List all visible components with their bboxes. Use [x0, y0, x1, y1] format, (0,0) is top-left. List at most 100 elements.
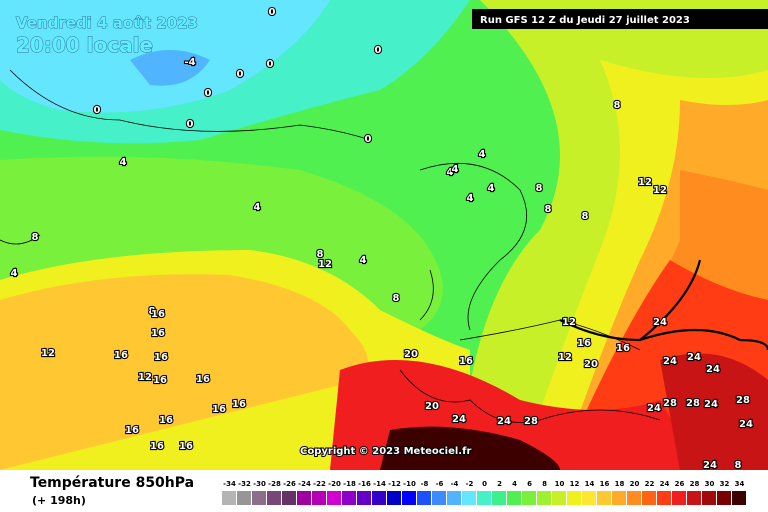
contour-label: 16	[179, 441, 193, 452]
scale-swatch	[597, 491, 611, 505]
scale-label: -30	[253, 480, 266, 488]
scale-label: -18	[343, 480, 356, 488]
contour-label: -4	[184, 57, 195, 68]
contour-label: 16	[151, 328, 165, 339]
contour-label: 24	[497, 416, 511, 427]
scale-label: 18	[615, 480, 625, 488]
contour-label: 12	[562, 317, 576, 328]
scale-swatch	[387, 491, 401, 505]
scale-label: 30	[705, 480, 715, 488]
scale-label: -24	[298, 480, 311, 488]
scale-swatch	[297, 491, 311, 505]
contour-label: 8	[582, 211, 589, 222]
contour-label: 24	[706, 364, 720, 375]
scale-label: 0	[482, 480, 487, 488]
field	[130, 50, 210, 86]
scale-swatch	[342, 491, 356, 505]
contour-label: 28	[736, 395, 750, 406]
contour-label: 16	[150, 441, 164, 452]
contour-label: 4	[467, 193, 474, 204]
scale-label: -28	[268, 480, 281, 488]
scale-label: 22	[645, 480, 655, 488]
scale-swatch	[702, 491, 716, 505]
contour-label: 0	[94, 105, 101, 116]
contour-label: 12	[318, 259, 332, 270]
scale-swatch	[612, 491, 626, 505]
scale-label: 4	[512, 480, 517, 488]
contour-label: 12	[653, 185, 667, 196]
scale-label: 12	[570, 480, 580, 488]
contour-label: 28	[524, 416, 538, 427]
scale-swatch	[642, 491, 656, 505]
scale-swatch	[252, 491, 266, 505]
scale-swatch	[432, 491, 446, 505]
scale-swatch	[552, 491, 566, 505]
scale-swatch	[507, 491, 521, 505]
scale-label: 34	[735, 480, 745, 488]
contour-label: 12	[638, 177, 652, 188]
contour-label: 0	[365, 134, 372, 145]
contour-label: 24	[653, 317, 667, 328]
scale-label: 2	[497, 480, 502, 488]
contour-label: 0	[375, 45, 382, 56]
scale-swatch	[372, 491, 386, 505]
contour-label: 16	[212, 404, 226, 415]
scale-label: -20	[328, 480, 341, 488]
scale-label: -2	[466, 480, 474, 488]
contour-label: 0	[205, 88, 212, 99]
scale-swatch	[282, 491, 296, 505]
scale-swatch	[672, 491, 686, 505]
scale-label: -4	[451, 480, 459, 488]
scale-label: -8	[421, 480, 429, 488]
scale-swatch	[447, 491, 461, 505]
scale-swatch	[357, 491, 371, 505]
contour-label: 4	[479, 149, 486, 160]
contour-label: 4	[360, 255, 367, 266]
contour-label: 24	[687, 352, 701, 363]
scale-label: -14	[373, 480, 386, 488]
scale-swatch	[582, 491, 596, 505]
contour-label: 24	[663, 356, 677, 367]
contour-label: 4	[447, 167, 454, 178]
run-label: Run GFS 12 Z du Jeudi 27 juillet 2023	[480, 15, 690, 26]
contour-label: 24	[703, 460, 717, 471]
contour-label: 4	[11, 268, 18, 279]
contour-label: 16	[114, 350, 128, 361]
contour-label: 16	[153, 375, 167, 386]
contour-label: 24	[452, 414, 466, 425]
scale-label: 26	[675, 480, 685, 488]
contour-label: 8	[614, 100, 621, 111]
footer-lead: (+ 198h)	[32, 494, 86, 507]
field	[660, 353, 768, 470]
scale-swatch	[327, 491, 341, 505]
scale-label: -34	[223, 480, 236, 488]
scale-swatch	[732, 491, 746, 505]
scale-label: 32	[720, 480, 730, 488]
contour-label: 12	[558, 352, 572, 363]
scale-label: 14	[585, 480, 595, 488]
contour-label: 24	[739, 419, 753, 430]
scale-swatch	[717, 491, 731, 505]
contour-label: 28	[686, 398, 700, 409]
contour-label: 4	[452, 164, 459, 175]
copyright: Copyright © 2023 Meteociel.fr	[300, 446, 471, 457]
scale-label: 10	[555, 480, 565, 488]
scale-swatch	[687, 491, 701, 505]
contour-label: 16	[577, 338, 591, 349]
scale-swatch	[477, 491, 491, 505]
contour-label: 28	[663, 398, 677, 409]
contour-label: 20	[584, 359, 598, 370]
scale-label: 8	[542, 480, 547, 488]
scale-label: 6	[527, 480, 532, 488]
scale-swatch	[627, 491, 641, 505]
contour-label: 8	[393, 293, 400, 304]
date: Vendredi 4 août 2023	[16, 14, 198, 32]
scale-label: -12	[388, 480, 401, 488]
scale-swatch	[522, 491, 536, 505]
contour-label: 12	[41, 348, 55, 359]
scale-label: 16	[600, 480, 610, 488]
scale-swatch	[417, 491, 431, 505]
scale-swatch	[537, 491, 551, 505]
